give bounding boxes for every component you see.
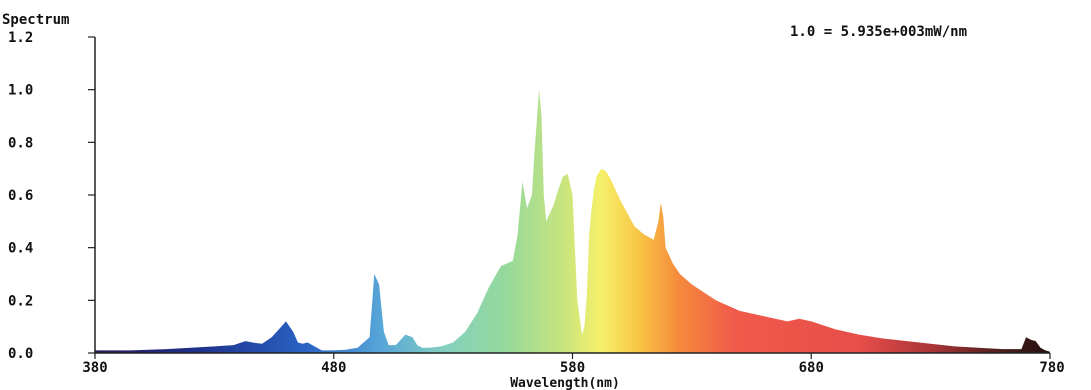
x-tick-label: 380	[82, 360, 107, 376]
x-tick-label: 580	[560, 360, 585, 376]
x-tick-label: 780	[1039, 360, 1064, 376]
scale-annotation: 1.0 = 5.935e+003mW/nm	[790, 24, 967, 40]
y-tick-label: 1.2	[8, 30, 33, 46]
y-axis-ticks: 0.0 0.2 0.4 0.6 0.8 1.0 1.2	[8, 30, 95, 362]
x-tick-label: 480	[321, 360, 346, 376]
x-tick-label: 680	[799, 360, 824, 376]
y-tick-label: 0.6	[8, 188, 33, 204]
x-axis-title: Wavelength(nm)	[510, 376, 620, 390]
y-tick-label: 0.0	[8, 346, 33, 362]
chart-title: Spectrum	[2, 12, 69, 28]
y-tick-label: 0.8	[8, 135, 33, 151]
y-tick-label: 1.0	[8, 83, 33, 99]
spectrum-area	[95, 89, 1050, 353]
y-tick-label: 0.2	[8, 293, 33, 309]
y-tick-label: 0.4	[8, 241, 33, 257]
x-axis-ticks: 380 480 580 680 780	[82, 353, 1065, 376]
